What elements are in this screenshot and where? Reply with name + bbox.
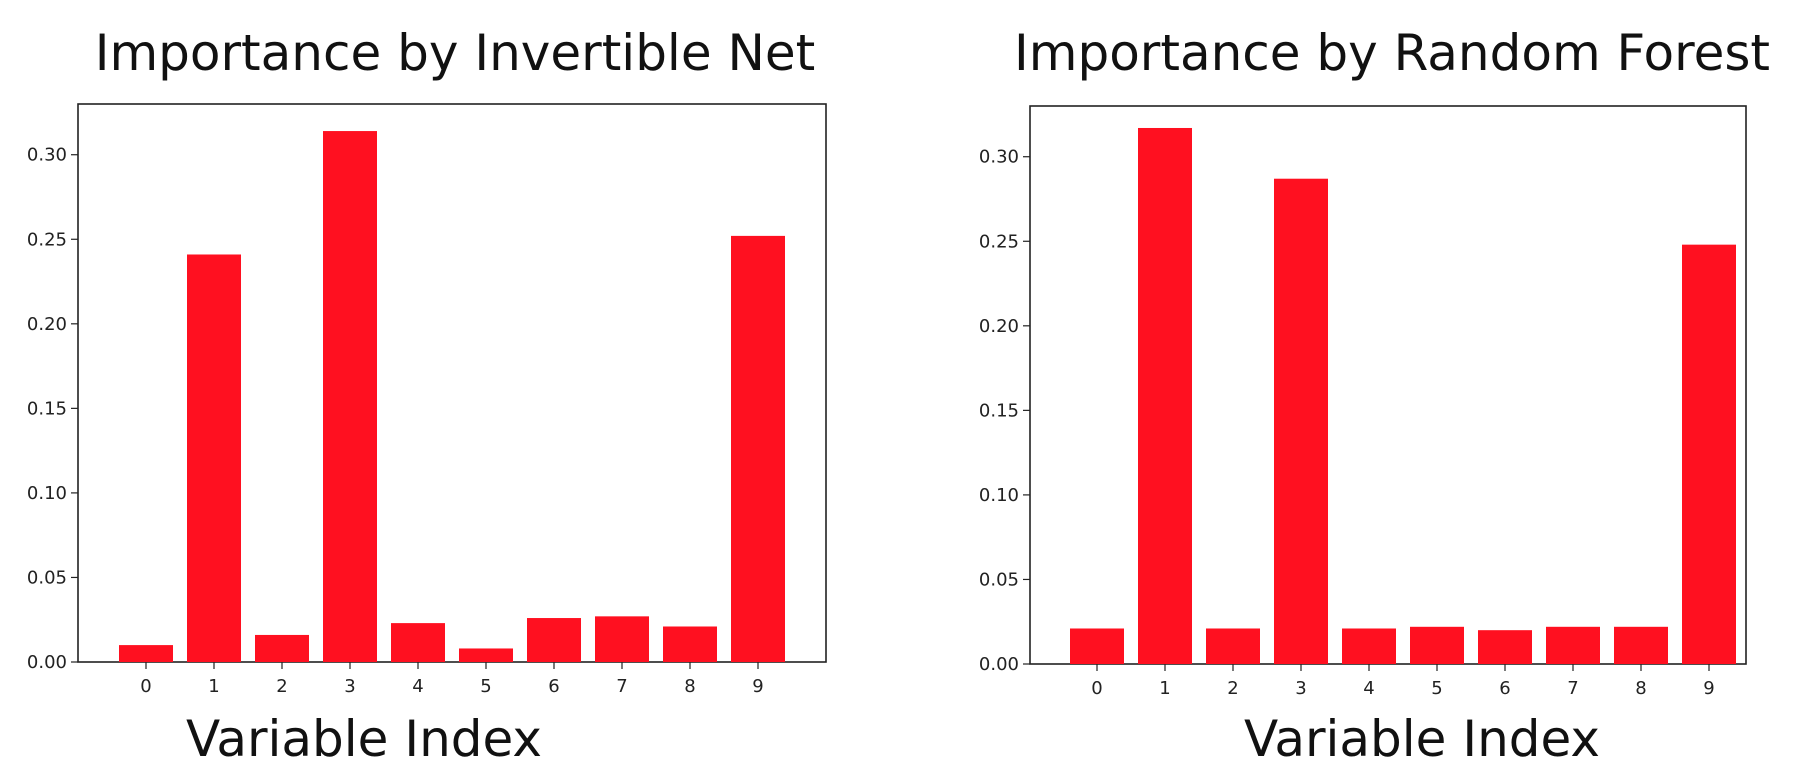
bar-0 <box>1070 628 1124 664</box>
chart-invertible-net: Importance by Invertible Net 0.00 0.05 0.1… <box>27 24 827 768</box>
x-axis-label: Variable Index <box>186 710 542 768</box>
bars <box>119 131 785 662</box>
x-tick-label: 6 <box>548 676 559 697</box>
bar-9 <box>1682 244 1736 664</box>
x-tick-label: 4 <box>412 676 423 697</box>
y-tick-label: 0.05 <box>27 567 67 588</box>
y-axis: 0.00 0.05 0.10 0.15 0.20 0.25 0.30 <box>979 147 1030 675</box>
chart-title: Importance by Invertible Net <box>95 24 816 82</box>
x-axis-label: Variable Index <box>1244 710 1600 768</box>
x-tick-label: 9 <box>1703 678 1714 699</box>
bar-8 <box>663 626 717 662</box>
x-axis: 0 1 2 3 4 5 6 7 8 9 <box>1091 664 1715 699</box>
bar-1 <box>187 254 241 662</box>
y-tick-label: 0.10 <box>27 483 67 504</box>
y-tick-label: 0.30 <box>979 147 1019 168</box>
bar-9 <box>731 235 785 662</box>
y-tick-label: 0.05 <box>979 569 1019 590</box>
x-tick-label: 3 <box>1295 678 1306 699</box>
bar-6 <box>1478 630 1532 664</box>
y-tick-label: 0.20 <box>27 314 67 335</box>
x-tick-label: 3 <box>344 676 355 697</box>
x-tick-label: 8 <box>1635 678 1646 699</box>
x-tick-label: 1 <box>208 676 219 697</box>
y-axis: 0.00 0.05 0.10 0.15 0.20 0.25 0.30 <box>27 145 78 673</box>
bar-4 <box>1342 628 1396 664</box>
bar-2 <box>1206 628 1260 664</box>
y-tick-label: 0.15 <box>27 398 67 419</box>
bars <box>1070 127 1736 665</box>
y-tick-label: 0.10 <box>979 485 1019 506</box>
x-tick-label: 7 <box>1567 678 1578 699</box>
y-tick-label: 0.15 <box>979 400 1019 421</box>
y-tick-label: 0.00 <box>27 652 67 673</box>
bar-6 <box>527 618 581 662</box>
bar-7 <box>595 616 649 662</box>
x-tick-label: 2 <box>276 676 287 697</box>
x-tick-label: 9 <box>752 676 763 697</box>
x-tick-label: 7 <box>616 676 627 697</box>
x-tick-label: 6 <box>1499 678 1510 699</box>
bar-0 <box>119 645 173 662</box>
y-tick-label: 0.25 <box>27 229 67 250</box>
x-tick-label: 8 <box>684 676 695 697</box>
chart-title: Importance by Random Forest <box>1014 24 1770 82</box>
y-tick-label: 0.30 <box>27 145 67 166</box>
bar-3 <box>323 131 377 662</box>
bar-2 <box>255 634 309 662</box>
bar-1 <box>1138 127 1192 665</box>
bar-7 <box>1546 626 1600 664</box>
y-tick-label: 0.25 <box>979 231 1019 252</box>
x-tick-label: 5 <box>1431 678 1442 699</box>
x-axis: 0 1 2 3 4 5 6 7 8 9 <box>140 662 764 697</box>
x-tick-label: 2 <box>1227 678 1238 699</box>
y-tick-label: 0.20 <box>979 316 1019 337</box>
plot-frame <box>1029 105 1747 665</box>
x-tick-label: 4 <box>1363 678 1374 699</box>
plot-frame <box>77 103 827 663</box>
x-tick-label: 1 <box>1159 678 1170 699</box>
bar-5 <box>459 648 513 662</box>
bar-8 <box>1614 626 1668 664</box>
y-tick-label: 0.00 <box>979 654 1019 675</box>
bar-4 <box>391 623 445 662</box>
x-tick-label: 5 <box>480 676 491 697</box>
x-tick-label: 0 <box>140 676 151 697</box>
chart-random-forest: Importance by Random Forest 0.00 0.05 0.10… <box>979 24 1770 768</box>
bar-5 <box>1410 626 1464 664</box>
x-tick-label: 0 <box>1091 678 1102 699</box>
bar-3 <box>1274 178 1328 664</box>
